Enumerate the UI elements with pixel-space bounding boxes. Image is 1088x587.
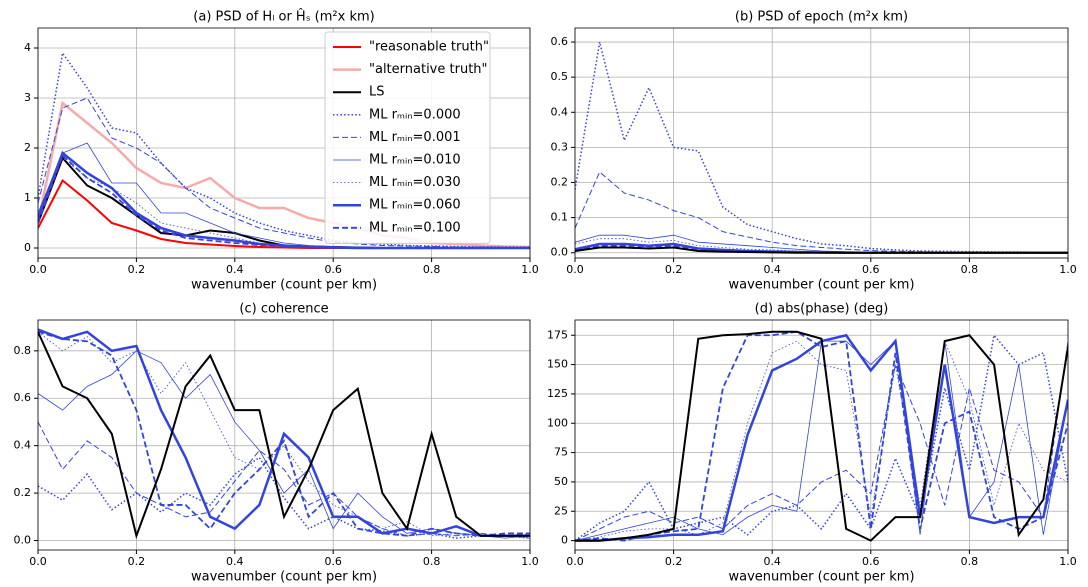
x-axis-label: wavenumber (count per km) (728, 570, 914, 585)
x-tick-label: 0.0 (566, 263, 584, 276)
x-tick-label: 1.0 (521, 555, 539, 568)
panel: 0.0 0.2 0.4 0.6 0.8 1.0 0 1 2 3 4 (a) PSD of Hₗ or … (24, 9, 539, 293)
y-tick-label: 0.2 (551, 176, 569, 189)
y-tick-label: 0.0 (14, 534, 32, 547)
series-line (575, 333, 1068, 542)
plot-frame (37, 319, 531, 551)
x-tick-label: 0.8 (961, 555, 979, 568)
legend-label: ML rₘᵢₙ=0.001 (369, 130, 461, 145)
series-line (575, 330, 1068, 542)
series-line (38, 51, 530, 248)
x-tick-label: 0.8 (423, 555, 441, 568)
legend-box (324, 31, 491, 244)
plot-frame (574, 27, 1069, 259)
x-tick-label: 0.4 (763, 555, 781, 568)
x-tick-label: 1.0 (1059, 263, 1077, 276)
chart-title: (b) PSD of epoch (m²x km) (735, 10, 908, 25)
x-axis-label: wavenumber (count per km) (728, 278, 914, 293)
x-tick-label: 0.0 (29, 555, 47, 568)
y-tick-label: 0.8 (14, 344, 32, 357)
legend-label: ML rₘᵢₙ=0.030 (369, 175, 461, 190)
x-axis-label: wavenumber (count per km) (191, 278, 377, 293)
panel: 0.0 0.2 0.4 0.6 0.8 1.0 0.0 0.1 0.2 0.3 0.4 0.5 0.6 (… (551, 10, 1077, 293)
y-tick-label: 0.0 (551, 246, 569, 259)
x-tick-label: 0.4 (226, 263, 244, 276)
series-line (38, 330, 530, 537)
series-line (38, 328, 530, 538)
series-line (575, 246, 1068, 254)
panel: 0.0 0.2 0.4 0.6 0.8 1.0 0 25 50 75 100 125 150 175 (d)… (547, 302, 1077, 585)
x-tick-label: 1.0 (521, 263, 539, 276)
legend-label: ML rₘᵢₙ=0.100 (369, 220, 461, 235)
x-tick-label: 1.0 (1059, 555, 1077, 568)
series-line (38, 331, 530, 539)
y-tick-label: 0.5 (551, 70, 569, 83)
x-tick-label: 0.8 (423, 263, 441, 276)
plot-frame (574, 319, 1069, 551)
y-tick-label: 0.6 (551, 35, 569, 48)
y-tick-label: 1 (24, 191, 31, 204)
series-line (575, 41, 1068, 254)
y-tick-label: 75 (554, 446, 568, 459)
panel: 0.0 0.2 0.4 0.6 0.8 1.0 0.0 0.2 0.4 0.6 0.8 (c) coh… (14, 302, 539, 585)
x-tick-label: 0.6 (324, 263, 342, 276)
x-tick-label: 0.2 (128, 555, 146, 568)
y-tick-label: 4 (24, 41, 31, 54)
y-tick-label: 0.2 (14, 486, 32, 499)
legend-label: "reasonable truth" (369, 40, 489, 55)
x-tick-label: 0.6 (862, 263, 880, 276)
x-tick-label: 0.8 (961, 263, 979, 276)
y-tick-label: 0.4 (14, 439, 32, 452)
y-tick-label: 0.1 (551, 211, 569, 224)
plot-frame (37, 27, 531, 259)
series-line (575, 171, 1068, 254)
legend-label: ML rₘᵢₙ=0.000 (369, 107, 461, 122)
legend-label: "alternative truth" (369, 62, 488, 77)
y-tick-label: 2 (24, 141, 31, 154)
y-tick-label: 50 (554, 475, 568, 488)
x-tick-label: 0.0 (566, 555, 584, 568)
x-tick-label: 0.6 (862, 555, 880, 568)
chart-title: (c) coherence (239, 302, 328, 317)
x-tick-label: 0.4 (226, 555, 244, 568)
x-tick-label: 0.4 (763, 263, 781, 276)
x-tick-label: 0.0 (29, 263, 47, 276)
y-tick-label: 0.4 (551, 105, 569, 118)
series-line (38, 331, 530, 540)
x-tick-label: 0.2 (665, 555, 683, 568)
y-tick-label: 3 (24, 91, 31, 104)
y-tick-label: 125 (547, 387, 568, 400)
legend-label: LS (369, 85, 385, 100)
y-tick-label: 175 (547, 328, 568, 341)
chart-title: (d) abs(phase) (deg) (755, 302, 889, 317)
chart-title: (a) PSD of Hₗ or Ĥₛ (m²x km) (193, 9, 374, 25)
series-line (38, 153, 530, 249)
x-tick-label: 0.2 (665, 263, 683, 276)
y-tick-label: 25 (554, 504, 568, 517)
x-tick-label: 0.6 (324, 555, 342, 568)
legend-label: ML rₘᵢₙ=0.060 (369, 198, 461, 213)
x-tick-label: 0.2 (128, 263, 146, 276)
y-tick-label: 100 (547, 416, 568, 429)
series-line (575, 341, 1068, 542)
y-tick-label: 0 (561, 534, 568, 547)
y-tick-label: 150 (547, 358, 568, 371)
x-axis-label: wavenumber (count per km) (191, 570, 377, 585)
legend-label: ML rₘᵢₙ=0.010 (369, 153, 461, 168)
y-tick-label: 0 (24, 241, 31, 254)
y-tick-label: 0.3 (551, 140, 569, 153)
y-tick-label: 0.6 (14, 391, 32, 404)
